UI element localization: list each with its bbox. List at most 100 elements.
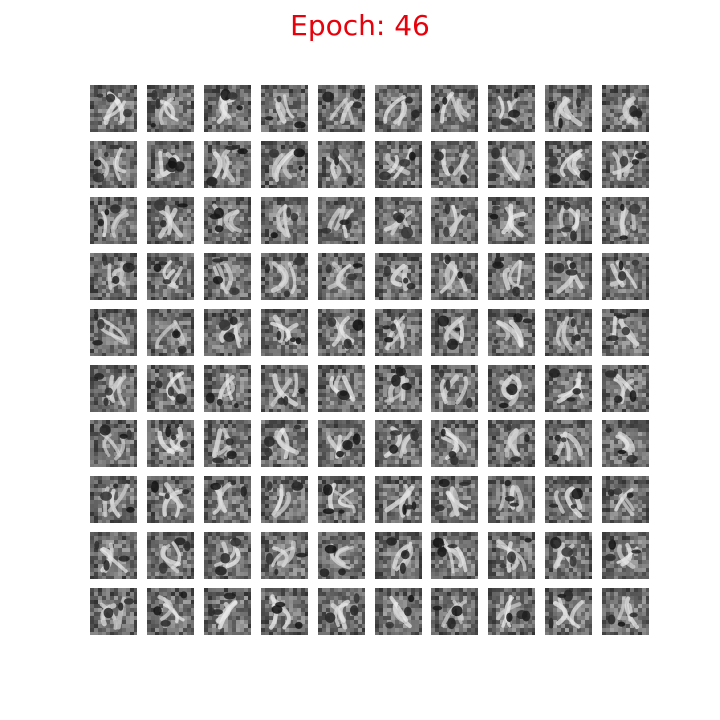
- sample-image: [602, 476, 649, 523]
- sample-image: [431, 365, 478, 412]
- sample-image: [90, 476, 137, 523]
- sample-image: [375, 420, 422, 467]
- sample-image-pixels: [431, 588, 478, 635]
- sample-image-pixels: [488, 253, 535, 300]
- sample-image-pixels: [318, 141, 365, 188]
- sample-image-pixels: [261, 532, 308, 579]
- sample-image: [545, 588, 592, 635]
- sample-image: [488, 253, 535, 300]
- sample-image-pixels: [431, 365, 478, 412]
- sample-image-pixels: [147, 365, 194, 412]
- figure-title: Epoch: 46: [290, 9, 430, 42]
- sample-image-pixels: [318, 253, 365, 300]
- sample-image: [147, 365, 194, 412]
- sample-image-pixels: [261, 141, 308, 188]
- sample-image-pixels: [602, 309, 649, 356]
- sample-image: [318, 197, 365, 244]
- sample-image: [488, 476, 535, 523]
- sample-image-pixels: [204, 141, 251, 188]
- sample-image: [318, 141, 365, 188]
- sample-image-pixels: [204, 420, 251, 467]
- sample-image-pixels: [602, 85, 649, 132]
- sample-image-pixels: [488, 420, 535, 467]
- sample-image-pixels: [318, 85, 365, 132]
- sample-image: [488, 141, 535, 188]
- sample-image: [90, 420, 137, 467]
- sample-image-pixels: [318, 476, 365, 523]
- sample-image-pixels: [488, 588, 535, 635]
- sample-image-pixels: [261, 197, 308, 244]
- sample-image: [375, 476, 422, 523]
- sample-image: [261, 532, 308, 579]
- sample-image-pixels: [90, 476, 137, 523]
- sample-image: [545, 420, 592, 467]
- sample-image: [261, 85, 308, 132]
- sample-image: [261, 365, 308, 412]
- sample-image: [488, 309, 535, 356]
- sample-image: [147, 85, 194, 132]
- sample-image: [375, 253, 422, 300]
- sample-image: [602, 420, 649, 467]
- sample-image-pixels: [90, 197, 137, 244]
- sample-image-pixels: [602, 476, 649, 523]
- sample-image: [90, 253, 137, 300]
- sample-image-pixels: [488, 365, 535, 412]
- sample-image: [90, 532, 137, 579]
- sample-image-pixels: [147, 476, 194, 523]
- sample-image-pixels: [431, 197, 478, 244]
- sample-image-pixels: [545, 141, 592, 188]
- sample-image: [90, 365, 137, 412]
- sample-image: [318, 253, 365, 300]
- sample-image-pixels: [375, 588, 422, 635]
- sample-image-pixels: [431, 141, 478, 188]
- sample-image-pixels: [602, 588, 649, 635]
- sample-image-pixels: [90, 309, 137, 356]
- sample-image-pixels: [147, 197, 194, 244]
- sample-image-pixels: [261, 85, 308, 132]
- sample-image-pixels: [431, 476, 478, 523]
- sample-image-pixels: [602, 253, 649, 300]
- sample-image-pixels: [375, 85, 422, 132]
- sample-image-pixels: [204, 532, 251, 579]
- sample-image: [261, 141, 308, 188]
- sample-image: [375, 309, 422, 356]
- sample-image: [261, 420, 308, 467]
- sample-image: [204, 141, 251, 188]
- sample-image-pixels: [545, 420, 592, 467]
- sample-image-pixels: [488, 309, 535, 356]
- sample-image-pixels: [545, 253, 592, 300]
- sample-image: [545, 365, 592, 412]
- sample-image: [204, 365, 251, 412]
- sample-image-pixels: [488, 532, 535, 579]
- sample-image: [318, 420, 365, 467]
- sample-image-pixels: [204, 253, 251, 300]
- sample-image: [90, 85, 137, 132]
- sample-image: [90, 588, 137, 635]
- sample-image: [488, 532, 535, 579]
- sample-image-pixels: [90, 253, 137, 300]
- sample-image: [90, 141, 137, 188]
- sample-image-pixels: [147, 309, 194, 356]
- sample-image-pixels: [204, 365, 251, 412]
- sample-image: [602, 309, 649, 356]
- sample-image-pixels: [204, 197, 251, 244]
- sample-image: [261, 309, 308, 356]
- sample-image: [147, 197, 194, 244]
- sample-image: [545, 141, 592, 188]
- sample-image-pixels: [545, 365, 592, 412]
- sample-image: [488, 588, 535, 635]
- sample-image-pixels: [545, 309, 592, 356]
- sample-image-pixels: [375, 141, 422, 188]
- sample-image-pixels: [90, 532, 137, 579]
- sample-image: [318, 309, 365, 356]
- sample-image-pixels: [90, 420, 137, 467]
- sample-image: [545, 85, 592, 132]
- sample-image: [147, 476, 194, 523]
- sample-image: [318, 476, 365, 523]
- sample-image: [545, 309, 592, 356]
- sample-image-pixels: [318, 197, 365, 244]
- sample-image-pixels: [602, 532, 649, 579]
- sample-image: [147, 141, 194, 188]
- sample-image-pixels: [90, 588, 137, 635]
- sample-image-pixels: [431, 532, 478, 579]
